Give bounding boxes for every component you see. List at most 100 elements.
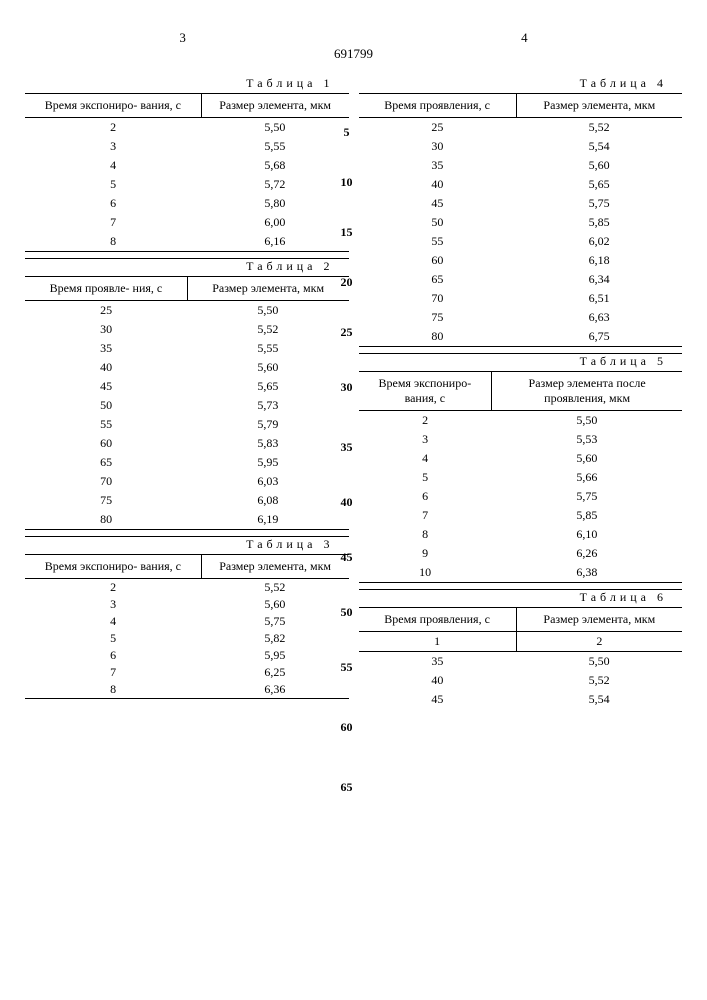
table-row: 455,54 bbox=[359, 690, 683, 709]
table-row: 255,52 bbox=[359, 118, 683, 138]
table-cell: 8 bbox=[359, 525, 492, 544]
line-marker: 20 bbox=[337, 275, 357, 290]
table-cell: 60 bbox=[25, 434, 187, 453]
table-cell: 8 bbox=[25, 232, 201, 252]
table-cell: 40 bbox=[25, 358, 187, 377]
table-row: 25,50 bbox=[25, 118, 349, 138]
table-cell: 5,54 bbox=[516, 690, 682, 709]
table-row: 706,51 bbox=[359, 289, 683, 308]
table-cell: 55 bbox=[359, 232, 517, 251]
table-row: 86,10 bbox=[359, 525, 683, 544]
table-row: 35,60 bbox=[25, 596, 349, 613]
table2-header-0: Время проявле- ния, с bbox=[25, 277, 187, 301]
table-cell: 5,79 bbox=[187, 415, 348, 434]
table-cell: 5,65 bbox=[187, 377, 348, 396]
table-cell: 2 bbox=[359, 411, 492, 431]
table-cell: 6,34 bbox=[516, 270, 682, 289]
table-cell: 5,60 bbox=[492, 449, 682, 468]
table-cell: 35 bbox=[359, 156, 517, 175]
table-row: 405,52 bbox=[359, 671, 683, 690]
line-marker: 50 bbox=[337, 605, 357, 620]
line-marker: 60 bbox=[337, 720, 357, 735]
table-cell: 5,66 bbox=[492, 468, 682, 487]
table-cell: 75 bbox=[25, 491, 187, 510]
table-row: 76,00 bbox=[25, 213, 349, 232]
table-row: 505,73 bbox=[25, 396, 349, 415]
table-cell: 70 bbox=[359, 289, 517, 308]
table1-header-1: Размер элемента, мкм bbox=[201, 94, 348, 118]
table-cell: 6,75 bbox=[516, 327, 682, 347]
table-cell: 5,54 bbox=[516, 137, 682, 156]
table-cell: 25 bbox=[25, 301, 187, 321]
table-cell: 6,18 bbox=[516, 251, 682, 270]
table-row: 455,65 bbox=[25, 377, 349, 396]
table-cell: 45 bbox=[359, 690, 517, 709]
table-cell: 5,85 bbox=[516, 213, 682, 232]
table-row: 605,83 bbox=[25, 434, 349, 453]
table-cell: 5,80 bbox=[201, 194, 348, 213]
table3-caption: Таблица 3 bbox=[25, 536, 349, 552]
document-number: 691799 bbox=[25, 46, 682, 62]
table-cell: 5,53 bbox=[492, 430, 682, 449]
table2-header-1: Размер элемента, мкм bbox=[187, 277, 348, 301]
table2: Время проявле- ния, с Размер элемента, м… bbox=[25, 276, 349, 530]
table-cell: 6,25 bbox=[201, 664, 348, 681]
table-cell: 5,72 bbox=[201, 175, 348, 194]
table-row: 355,55 bbox=[25, 339, 349, 358]
table-cell: 5 bbox=[359, 468, 492, 487]
table-cell: 45 bbox=[25, 377, 187, 396]
table-row: 25,52 bbox=[25, 579, 349, 597]
table-cell: 5,68 bbox=[201, 156, 348, 175]
table-row: 455,75 bbox=[359, 194, 683, 213]
table-cell: 5,52 bbox=[516, 671, 682, 690]
table-cell: 4 bbox=[25, 613, 201, 630]
line-marker: 25 bbox=[337, 325, 357, 340]
left-column: Таблица 1 Время экспониро- вания, с Разм… bbox=[25, 70, 349, 709]
table-row: 86,16 bbox=[25, 232, 349, 252]
table-row: 305,52 bbox=[25, 320, 349, 339]
table-cell: 5,75 bbox=[201, 613, 348, 630]
table-row: 75,85 bbox=[359, 506, 683, 525]
table4: Время проявления, с Размер элемента, мкм… bbox=[359, 93, 683, 347]
line-marker: 45 bbox=[337, 550, 357, 565]
table-row: 756,08 bbox=[25, 491, 349, 510]
table-cell: 55 bbox=[25, 415, 187, 434]
table-row: 656,34 bbox=[359, 270, 683, 289]
table-cell: 7 bbox=[25, 664, 201, 681]
table-cell: 5,50 bbox=[201, 118, 348, 138]
table-row: 45,68 bbox=[25, 156, 349, 175]
table-cell: 50 bbox=[359, 213, 517, 232]
table-row: 106,38 bbox=[359, 563, 683, 583]
table-cell: 5,85 bbox=[492, 506, 682, 525]
table-row: 45,60 bbox=[359, 449, 683, 468]
table-cell: 5,75 bbox=[492, 487, 682, 506]
table-row: 655,95 bbox=[25, 453, 349, 472]
line-marker: 65 bbox=[337, 780, 357, 795]
table-cell: 2 bbox=[25, 118, 201, 138]
table4-header-1: Размер элемента, мкм bbox=[516, 94, 682, 118]
table3-header-0: Время экспониро- вания, с bbox=[25, 555, 201, 579]
table-cell: 5,73 bbox=[187, 396, 348, 415]
table6-header-0: Время проявления, с bbox=[359, 608, 517, 632]
table-cell: 6,16 bbox=[201, 232, 348, 252]
table-cell: 45 bbox=[359, 194, 517, 213]
table-cell: 6 bbox=[359, 487, 492, 506]
table-cell: 5,95 bbox=[201, 647, 348, 664]
table-cell: 6,08 bbox=[187, 491, 348, 510]
table-cell: 30 bbox=[25, 320, 187, 339]
table-row: 55,66 bbox=[359, 468, 683, 487]
table-row: 556,02 bbox=[359, 232, 683, 251]
table1-header-0: Время экспониро- вания, с bbox=[25, 94, 201, 118]
table-cell: 7 bbox=[25, 213, 201, 232]
table6-caption: Таблица 6 bbox=[359, 589, 683, 605]
table-row: 305,54 bbox=[359, 137, 683, 156]
line-marker: 15 bbox=[337, 225, 357, 240]
table-row: 756,63 bbox=[359, 308, 683, 327]
table-cell: 40 bbox=[359, 175, 517, 194]
table-cell: 8 bbox=[25, 681, 201, 699]
table-cell: 75 bbox=[359, 308, 517, 327]
table-cell: 6,51 bbox=[516, 289, 682, 308]
table-cell: 5,52 bbox=[187, 320, 348, 339]
table-cell: 5,50 bbox=[492, 411, 682, 431]
table-row: 55,82 bbox=[25, 630, 349, 647]
